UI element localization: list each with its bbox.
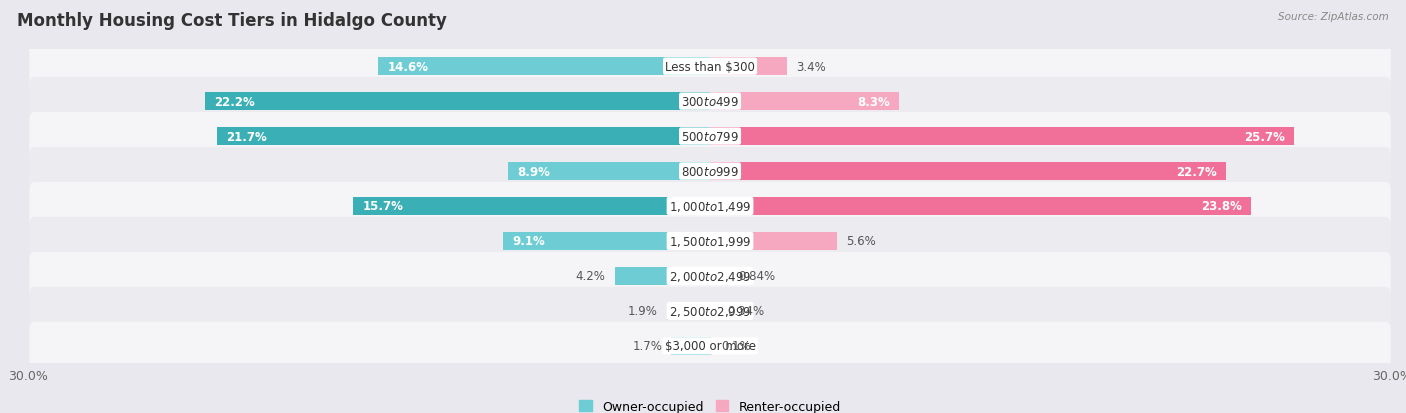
FancyBboxPatch shape	[30, 322, 1391, 370]
FancyBboxPatch shape	[30, 287, 1391, 335]
Bar	[508, 163, 710, 181]
Text: 1.9%: 1.9%	[628, 305, 658, 318]
Bar	[710, 232, 838, 250]
Text: $500 to $799: $500 to $799	[681, 130, 740, 143]
Text: 15.7%: 15.7%	[363, 200, 404, 213]
Bar	[710, 302, 717, 320]
Text: $1,500 to $1,999: $1,500 to $1,999	[669, 235, 751, 248]
Bar	[710, 267, 730, 285]
Bar	[353, 197, 710, 216]
Text: 22.7%: 22.7%	[1177, 165, 1218, 178]
Text: $800 to $999: $800 to $999	[681, 165, 740, 178]
Bar	[710, 337, 713, 355]
Text: 1.7%: 1.7%	[633, 339, 662, 352]
Text: 23.8%: 23.8%	[1201, 200, 1241, 213]
Bar	[217, 128, 710, 146]
Text: 8.9%: 8.9%	[517, 165, 550, 178]
Legend: Owner-occupied, Renter-occupied: Owner-occupied, Renter-occupied	[575, 395, 845, 413]
Bar	[614, 267, 710, 285]
Text: Source: ZipAtlas.com: Source: ZipAtlas.com	[1278, 12, 1389, 22]
Text: $2,500 to $2,999: $2,500 to $2,999	[669, 304, 751, 318]
Text: 5.6%: 5.6%	[846, 235, 876, 248]
Text: 3.4%: 3.4%	[796, 61, 827, 74]
FancyBboxPatch shape	[30, 252, 1391, 300]
Text: 21.7%: 21.7%	[226, 130, 267, 143]
FancyBboxPatch shape	[30, 217, 1391, 266]
FancyBboxPatch shape	[30, 147, 1391, 196]
Text: $3,000 or more: $3,000 or more	[665, 339, 755, 352]
Text: Less than $300: Less than $300	[665, 61, 755, 74]
Text: $2,000 to $2,499: $2,000 to $2,499	[669, 269, 751, 283]
Bar	[205, 93, 710, 111]
Text: 8.3%: 8.3%	[856, 95, 890, 108]
Text: $300 to $499: $300 to $499	[681, 95, 740, 108]
Text: 22.2%: 22.2%	[215, 95, 256, 108]
Text: 0.34%: 0.34%	[727, 305, 763, 318]
Bar	[666, 302, 710, 320]
FancyBboxPatch shape	[30, 78, 1391, 126]
Text: $1,000 to $1,499: $1,000 to $1,499	[669, 199, 751, 214]
FancyBboxPatch shape	[30, 43, 1391, 91]
Text: 0.84%: 0.84%	[738, 270, 775, 283]
Bar	[503, 232, 710, 250]
Bar	[378, 58, 710, 76]
Text: 4.2%: 4.2%	[575, 270, 606, 283]
Bar	[672, 337, 710, 355]
FancyBboxPatch shape	[30, 183, 1391, 230]
Text: Monthly Housing Cost Tiers in Hidalgo County: Monthly Housing Cost Tiers in Hidalgo Co…	[17, 12, 447, 30]
Text: 14.6%: 14.6%	[387, 61, 429, 74]
Text: 9.1%: 9.1%	[512, 235, 546, 248]
Bar	[710, 163, 1226, 181]
Text: 25.7%: 25.7%	[1244, 130, 1285, 143]
Bar	[710, 197, 1251, 216]
FancyBboxPatch shape	[30, 113, 1391, 161]
Bar	[710, 93, 898, 111]
Bar	[710, 58, 787, 76]
Text: 0.1%: 0.1%	[721, 339, 751, 352]
Bar	[710, 128, 1294, 146]
